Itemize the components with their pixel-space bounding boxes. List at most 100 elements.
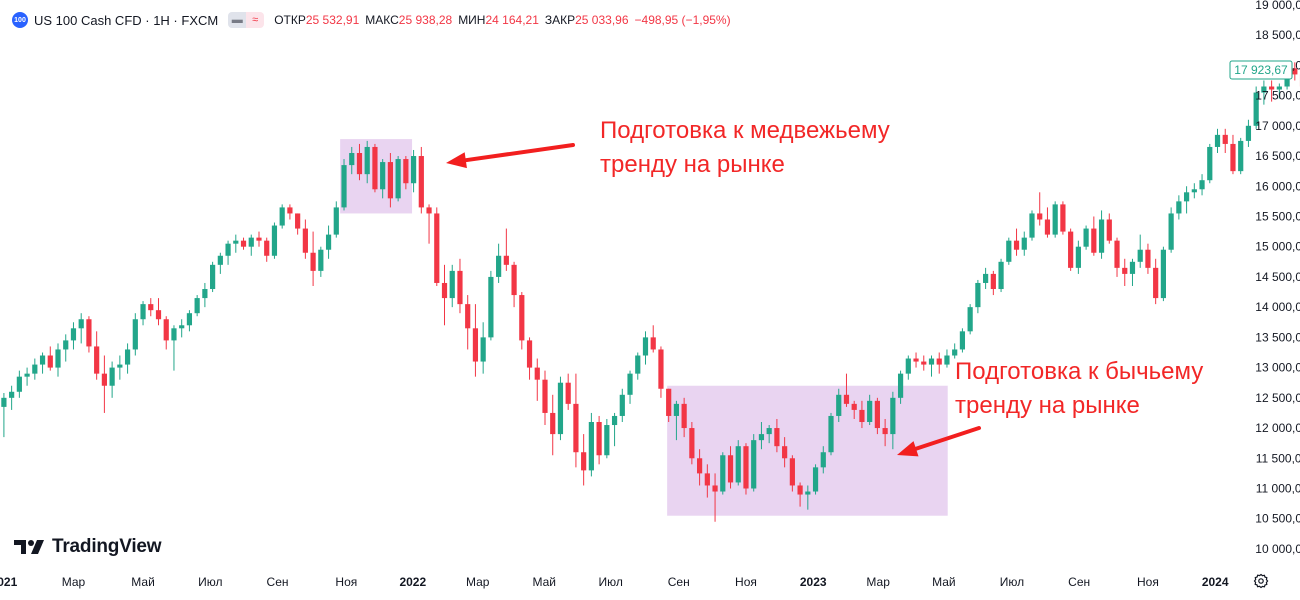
candle-body bbox=[380, 162, 386, 190]
candle bbox=[1114, 237, 1120, 277]
candle-body bbox=[921, 361, 927, 365]
tradingview-logo[interactable]: TradingView bbox=[14, 536, 162, 558]
price-change: −498,95 (−1,95%) bbox=[634, 13, 731, 27]
candle-body bbox=[287, 207, 293, 214]
candle bbox=[1222, 128, 1228, 154]
candle-body bbox=[403, 159, 409, 184]
candle-body bbox=[820, 452, 826, 468]
time-tick-label: 2021 bbox=[0, 575, 18, 589]
candle-body bbox=[148, 304, 154, 311]
candle bbox=[426, 204, 432, 244]
candle-body bbox=[9, 391, 15, 398]
candle bbox=[148, 298, 154, 317]
annotation-text-line: Подготовка к бычьему bbox=[955, 358, 1203, 385]
candle bbox=[789, 455, 795, 492]
candle-body bbox=[720, 455, 726, 492]
candle bbox=[812, 464, 819, 495]
candle bbox=[766, 425, 772, 444]
time-tick-label: Мар bbox=[466, 575, 490, 589]
candle-body bbox=[704, 473, 710, 486]
candle-body bbox=[627, 373, 633, 395]
candle-body bbox=[1037, 213, 1043, 220]
price-tick-label: 14 000,00 bbox=[1255, 300, 1300, 314]
candle bbox=[550, 394, 556, 456]
candle bbox=[418, 146, 424, 214]
candle bbox=[1153, 258, 1159, 305]
candle-body bbox=[434, 213, 440, 283]
candle bbox=[534, 358, 540, 401]
time-tick-label: Сен bbox=[1068, 575, 1090, 589]
price-tick-label: 10 000,00 bbox=[1255, 542, 1300, 556]
candle-body bbox=[39, 355, 46, 365]
candle-body bbox=[905, 358, 911, 374]
candle bbox=[1098, 210, 1105, 259]
candle bbox=[63, 334, 69, 362]
candle-body bbox=[78, 319, 84, 329]
candle bbox=[488, 270, 494, 341]
candle bbox=[1183, 186, 1190, 214]
candle-body bbox=[24, 373, 30, 377]
minus-icon[interactable]: ▬ bbox=[228, 12, 247, 28]
candle bbox=[387, 153, 393, 208]
candle-body bbox=[805, 491, 811, 495]
candle-body bbox=[712, 485, 718, 492]
candle-body bbox=[55, 349, 61, 368]
candle bbox=[1029, 210, 1035, 241]
candle bbox=[465, 295, 471, 350]
ohlc-low: МИН24 164,21 bbox=[458, 13, 539, 27]
candle bbox=[1013, 228, 1020, 256]
ohlc-high: МАКС25 938,28 bbox=[365, 13, 453, 27]
candle bbox=[341, 159, 347, 211]
candle bbox=[333, 201, 339, 238]
candle-body bbox=[944, 355, 950, 365]
candle-body bbox=[797, 485, 803, 495]
candle bbox=[526, 337, 533, 380]
tradingview-logo-icon bbox=[14, 540, 44, 554]
candle bbox=[1091, 216, 1097, 256]
settings-gear-icon[interactable] bbox=[1252, 572, 1270, 590]
candle-body bbox=[217, 255, 223, 265]
time-tick-label: Май bbox=[932, 575, 956, 589]
candle-body bbox=[1199, 180, 1205, 190]
candle-body bbox=[155, 310, 162, 320]
candle bbox=[921, 355, 927, 371]
candle-body bbox=[812, 467, 819, 492]
candle-body bbox=[975, 282, 981, 308]
candle-body bbox=[1137, 249, 1143, 262]
candle bbox=[975, 279, 981, 314]
candle bbox=[1214, 128, 1221, 154]
indicator-toggle-group[interactable]: ▬ ≈ bbox=[228, 12, 265, 28]
candle-body bbox=[526, 340, 533, 368]
candle bbox=[1129, 258, 1136, 286]
candle-body bbox=[619, 394, 625, 416]
candle bbox=[851, 400, 857, 419]
candle-body bbox=[1006, 240, 1012, 262]
candle bbox=[519, 292, 525, 350]
candle bbox=[890, 391, 896, 450]
candle bbox=[109, 361, 115, 398]
candle-body bbox=[1176, 201, 1182, 214]
candle bbox=[1060, 201, 1066, 235]
time-tick-label: Май bbox=[131, 575, 155, 589]
time-tick-label: 2024 bbox=[1202, 575, 1229, 589]
candle-body bbox=[959, 331, 966, 350]
candle bbox=[542, 370, 548, 426]
candle-body bbox=[1013, 240, 1020, 250]
wave-icon[interactable]: ≈ bbox=[246, 12, 265, 28]
candle bbox=[758, 422, 765, 450]
candle bbox=[256, 231, 262, 247]
candle bbox=[1068, 228, 1074, 271]
candle bbox=[1021, 231, 1027, 256]
candle-body bbox=[233, 240, 239, 244]
candle-body bbox=[681, 403, 687, 429]
symbol-title[interactable]: US 100 Cash CFD · 1H · FXCM bbox=[34, 12, 219, 28]
candle bbox=[588, 412, 594, 477]
candle bbox=[101, 355, 107, 413]
candle bbox=[240, 237, 247, 250]
candle bbox=[774, 418, 780, 453]
candle bbox=[349, 146, 355, 175]
candle-body bbox=[689, 428, 695, 459]
candle bbox=[936, 352, 942, 374]
candle bbox=[310, 231, 316, 286]
